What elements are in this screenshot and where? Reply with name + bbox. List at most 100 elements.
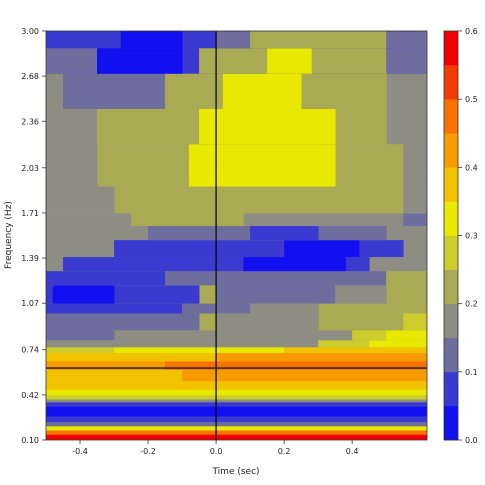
heatmap-cell — [386, 31, 427, 49]
heatmap-cell — [335, 284, 387, 304]
y-tick-label: 0.10 — [21, 436, 39, 445]
heatmap-cell — [120, 31, 183, 49]
y-tick-label: 2.03 — [21, 164, 39, 173]
y-tick-label: 1.71 — [21, 209, 39, 218]
heatmap-cell — [216, 31, 251, 49]
y-tick-label: 1.39 — [21, 254, 39, 263]
heatmap-cell — [250, 303, 319, 314]
colorbar-level — [444, 65, 458, 100]
heatmap-cell — [46, 430, 427, 435]
y-tick-label: 3.00 — [21, 27, 39, 36]
heatmap-cell — [243, 256, 346, 272]
y-axis: 0.10 0.42 0.74 1.07 1.39 1.71 2.03 2.36 2.68 3.00 — [21, 27, 46, 445]
colorbar-tick-label: 0.0 — [465, 436, 478, 445]
y-tick-label: 2.36 — [21, 117, 39, 126]
colorbar-tick-label: 0.2 — [465, 300, 478, 309]
heatmap-cell — [46, 329, 115, 341]
x-tick-label: -0.2 — [140, 447, 156, 456]
heatmap-cell — [46, 361, 166, 370]
colorbar-tick-label: 0.6 — [465, 27, 478, 36]
heatmap-cell — [267, 47, 312, 74]
heatmap-cell — [386, 47, 427, 74]
colorbar-level — [444, 99, 458, 134]
heatmap-cell — [63, 73, 166, 109]
heatmap-cell — [403, 212, 427, 227]
heatmap-cell — [114, 239, 404, 258]
colorbar-level — [444, 201, 458, 236]
heatmap-cell — [216, 352, 427, 362]
colorbar-level — [444, 337, 458, 373]
y-tick-label: 0.42 — [21, 391, 39, 400]
heatmap-cell — [52, 284, 115, 304]
heatmap-cell — [46, 329, 427, 341]
heatmap-cell — [46, 313, 200, 331]
heatmap-cell — [114, 346, 285, 353]
colorbar-tick-label: 0.5 — [465, 95, 478, 104]
colorbar-level — [444, 235, 458, 270]
heatmap-cell — [46, 339, 427, 348]
plot-frame — [45, 30, 428, 441]
heatmap-cell — [165, 361, 427, 370]
heatmap-cells — [46, 31, 427, 440]
heatmap-cell — [46, 186, 115, 214]
colorbar-level — [444, 31, 458, 66]
heatmap-cell — [131, 212, 244, 227]
heatmap-cell — [216, 313, 319, 331]
heatmap-cell — [46, 47, 98, 74]
y-axis-label: Frequency (Hz) — [4, 201, 14, 269]
colorbar-level — [444, 133, 458, 168]
colorbar: 0.0 0.1 0.2 0.3 0.4 0.5 0.6 — [443, 27, 478, 445]
x-axis-label: Time (sec) — [211, 467, 259, 477]
colorbar-level — [444, 405, 458, 441]
heatmap-cell — [46, 303, 183, 314]
heatmap-cell — [46, 406, 427, 417]
heatmap-cell — [284, 239, 360, 258]
heatmap-cell — [46, 425, 427, 431]
x-axis: -0.4 -0.2 0.0 0.2 0.4 — [72, 440, 359, 456]
heatmap-cell — [46, 352, 217, 362]
x-tick-label: -0.4 — [72, 447, 88, 456]
x-tick-label: 0.4 — [346, 447, 359, 456]
colorbar-level — [444, 167, 458, 202]
x-tick-label: 0.0 — [210, 447, 223, 456]
reference-lines — [46, 31, 427, 440]
heatmap-cell — [46, 401, 427, 407]
y-tick-label: 2.68 — [21, 72, 39, 81]
colorbar-tick-label: 0.3 — [465, 232, 478, 241]
y-tick-label: 0.74 — [21, 346, 39, 355]
heatmap-cell — [403, 143, 427, 187]
heatmap-cell — [165, 270, 387, 286]
y-tick-label: 1.07 — [21, 299, 39, 308]
heatmap-cell — [46, 399, 427, 403]
colorbar-tick-label: 0.4 — [465, 163, 478, 172]
heatmap-cell — [284, 346, 427, 353]
colorbar-level — [444, 371, 458, 407]
heatmap-cell — [46, 389, 427, 396]
heatmap-cell — [182, 369, 427, 382]
heatmap-cell — [250, 31, 387, 49]
heatmap-cell — [403, 186, 427, 214]
heatmap-cell — [199, 108, 336, 145]
heatmap-cell — [188, 143, 336, 187]
heatmap-cell — [97, 47, 183, 74]
heatmap-cell — [46, 421, 427, 427]
heatmap-cell — [369, 339, 427, 348]
colorbar-tick-label: 0.1 — [465, 368, 478, 377]
heatmap-cell — [386, 270, 427, 286]
heatmap-cell — [222, 73, 302, 109]
heatmap-cell — [46, 434, 427, 440]
heatmap-cell — [386, 329, 427, 341]
heatmap-cell — [250, 225, 319, 241]
x-tick-label: 0.2 — [278, 447, 291, 456]
heatmap-cell — [46, 369, 183, 382]
colorbar-level — [444, 269, 458, 304]
heatmap-cell — [46, 346, 115, 353]
heatmap-cell — [403, 313, 427, 331]
heatmap-cell — [46, 270, 166, 286]
colorbar-level — [444, 303, 458, 339]
heatmap-cell — [46, 380, 427, 390]
heatmap-cell — [216, 284, 336, 304]
heatmap-cell — [46, 394, 427, 400]
heatmap-cell — [46, 416, 427, 423]
